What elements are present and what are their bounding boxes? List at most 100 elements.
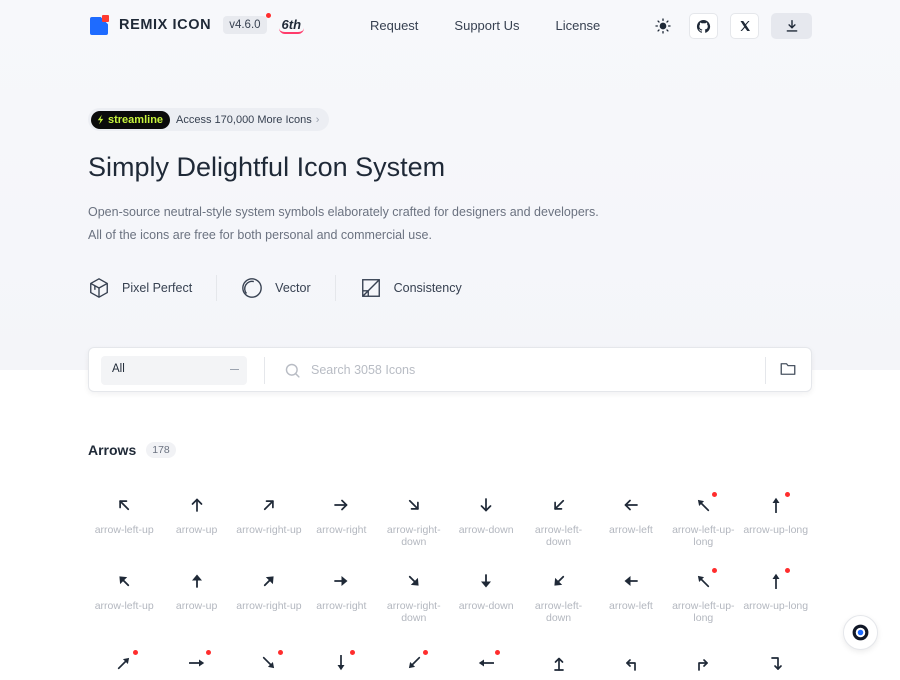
- icon-card[interactable]: arrow-right-up: [233, 571, 305, 624]
- icon-card[interactable]: arrow-left-up-long: [667, 492, 739, 548]
- icon-name: arrow-left-up: [94, 524, 154, 536]
- arrow-left-up-fill-icon: [116, 573, 133, 589]
- new-dot: [350, 650, 356, 655]
- theme-toggle-button[interactable]: [648, 13, 677, 39]
- hero-title: Simply Delightful Icon System: [88, 152, 446, 182]
- feature-pixel-perfect: Pixel Perfect: [88, 277, 192, 299]
- icon-card[interactable]: [160, 650, 232, 673]
- arrow-down-fill-icon: [480, 574, 493, 589]
- icon-card[interactable]: arrow-right-down: [378, 571, 450, 624]
- streamline-promo[interactable]: streamline Access 170,000 More Icons ›: [88, 108, 330, 131]
- icon-name: arrow-right: [316, 524, 367, 536]
- icon-card[interactable]: arrow-up-long: [740, 492, 812, 548]
- arrow-right-line-icon: [334, 499, 348, 511]
- icon-name: arrow-left-up: [94, 600, 154, 612]
- icon-card[interactable]: arrow-right-up: [233, 495, 305, 548]
- arrow-left-long-icon: [478, 658, 495, 668]
- x-twitter-button[interactable]: [730, 13, 759, 39]
- icon-card[interactable]: [740, 653, 812, 673]
- folder-button[interactable]: [779, 360, 797, 383]
- icon-card[interactable]: arrow-left-up: [88, 495, 160, 548]
- icon-name: arrow-left-down: [534, 600, 583, 624]
- icon-card[interactable]: arrow-up: [160, 495, 232, 548]
- promo-text: Access 170,000 More Icons: [176, 113, 312, 126]
- icon-name: arrow-right-up: [236, 600, 302, 612]
- icon-card[interactable]: arrow-right-down: [378, 495, 450, 548]
- new-dot: [277, 650, 283, 655]
- icon-card[interactable]: arrow-up: [160, 571, 232, 624]
- nav-support-us[interactable]: Support Us: [454, 18, 520, 33]
- icon-card[interactable]: [233, 650, 305, 673]
- icon-card[interactable]: arrow-down: [450, 495, 522, 548]
- github-button[interactable]: [689, 13, 718, 39]
- select-indicator-icon: [230, 369, 239, 370]
- icon-name: arrow-right-down: [386, 524, 441, 548]
- icon-card[interactable]: [595, 653, 667, 673]
- hero-desc-line-2: All of the icons are free for both perso…: [88, 228, 432, 242]
- icon-card[interactable]: arrow-left: [595, 495, 667, 548]
- arrow-left-fill-icon: [623, 575, 638, 587]
- corner-up-left-icon: [626, 659, 636, 671]
- download-button[interactable]: [771, 13, 812, 39]
- version-badge[interactable]: v4.6.0: [223, 13, 271, 34]
- anniversary-badge[interactable]: 6th: [278, 17, 305, 34]
- icon-card[interactable]: arrow-left-down: [522, 571, 594, 624]
- feature-vector: Vector: [241, 277, 311, 299]
- icon-card[interactable]: [88, 650, 160, 673]
- icon-card[interactable]: arrow-left-up-long: [667, 568, 739, 624]
- search-icon: [284, 362, 301, 384]
- icon-name: arrow-down: [458, 524, 514, 536]
- icon-card[interactable]: [522, 653, 594, 673]
- dollar-icon: [97, 114, 104, 125]
- x-logo-icon: [740, 21, 750, 31]
- feature-label: Pixel Perfect: [122, 281, 193, 295]
- arrow-right-up-fill-icon: [260, 573, 277, 589]
- feature-divider: [216, 275, 218, 301]
- icon-card[interactable]: [450, 650, 522, 673]
- new-dot: [495, 650, 501, 655]
- feature-consistency: Consistency: [360, 277, 462, 299]
- icon-card[interactable]: arrow-up-long: [740, 568, 812, 624]
- new-dot: [422, 650, 428, 655]
- github-icon: [696, 19, 711, 33]
- arrow-left-down-line-icon: [550, 497, 567, 513]
- arrow-up-fill-icon: [190, 573, 203, 588]
- icon-name: arrow-up: [175, 524, 218, 536]
- arrow-right-fill-icon: [334, 575, 349, 587]
- nav-request[interactable]: Request: [370, 18, 419, 33]
- arrow-left-up-line-icon: [116, 497, 133, 513]
- icon-name: arrow-left-up-long: [672, 524, 735, 548]
- icon-card[interactable]: [667, 653, 739, 673]
- new-dot: [712, 568, 718, 573]
- icon-card[interactable]: [305, 650, 377, 673]
- feature-list: Pixel Perfect Vector Consistency: [88, 275, 462, 301]
- icon-card[interactable]: [378, 650, 450, 673]
- arrow-left-down-fill-icon: [550, 573, 567, 589]
- icon-card[interactable]: arrow-left: [595, 571, 667, 624]
- hero-desc-line-1: Open-source neutral-style system symbols…: [88, 205, 599, 219]
- arrow-right-down-fill-icon: [405, 573, 422, 589]
- new-dot: [205, 650, 211, 655]
- feature-label: Consistency: [393, 281, 462, 295]
- corner-up-right-icon: [698, 659, 709, 671]
- icon-name: arrow-left-up-long: [672, 600, 735, 624]
- brand[interactable]: REMIX ICON v4.6.0 6th: [90, 13, 305, 35]
- icon-card[interactable]: arrow-left-down: [522, 495, 594, 548]
- help-chat-button[interactable]: [843, 615, 878, 650]
- icon-name: arrow-up-long: [743, 600, 809, 612]
- arrow-up-from-line-icon: [553, 657, 564, 671]
- feature-divider: [334, 275, 336, 301]
- nav-license[interactable]: License: [555, 18, 601, 33]
- icon-row: arrow-left-up arrow-up arrow-right-up ar…: [88, 568, 812, 624]
- icon-card[interactable]: arrow-left-up: [88, 571, 160, 624]
- category-select[interactable]: All: [101, 356, 247, 385]
- chevron-right-icon: ›: [315, 113, 320, 126]
- icon-card[interactable]: arrow-right: [305, 571, 377, 624]
- icon-name: arrow-right-down: [386, 600, 441, 624]
- vector-circle-icon: [242, 278, 263, 298]
- search-input[interactable]: [311, 357, 751, 383]
- icon-card[interactable]: arrow-right: [305, 495, 377, 548]
- icon-card[interactable]: arrow-down: [450, 571, 522, 624]
- arrow-right-up-long-icon: [116, 655, 133, 671]
- icon-row: arrow-left-up arrow-up arrow-right-up ar…: [88, 492, 812, 548]
